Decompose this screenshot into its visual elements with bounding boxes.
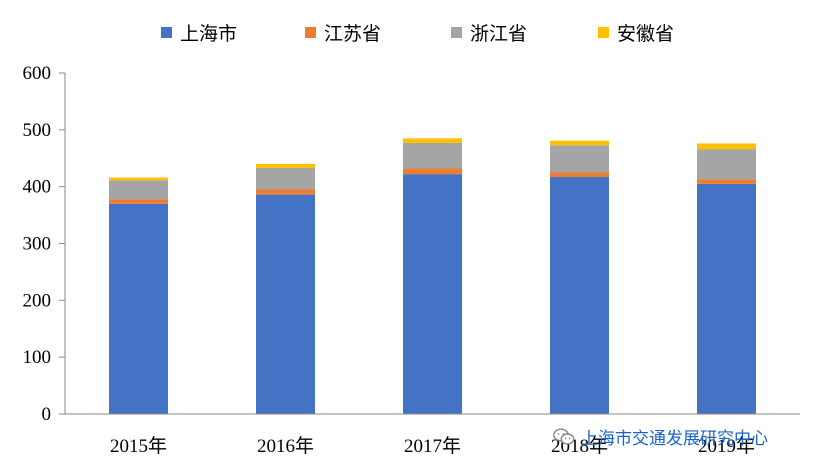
bar-segment <box>256 163 315 168</box>
bar-segment <box>697 143 756 150</box>
y-tick-label: 300 <box>23 234 52 255</box>
bar-segment <box>403 138 462 143</box>
bar-segment <box>109 203 168 414</box>
legend-swatch <box>451 27 462 38</box>
legend-label: 江苏省 <box>324 23 381 45</box>
bar-segment <box>550 140 609 146</box>
watermark-text: 上海市交通发展研究中心 <box>581 429 768 449</box>
legend-swatch <box>161 27 172 38</box>
legend-label: 上海市 <box>180 23 237 45</box>
bar-segment <box>256 167 315 190</box>
x-tick-label: 2017年 <box>404 435 461 457</box>
bar-segment <box>403 168 462 175</box>
bar-segment <box>697 179 756 184</box>
wechat-icon <box>553 427 575 445</box>
bar-segment <box>550 145 609 173</box>
x-tick-label: 2015年 <box>110 435 167 457</box>
bar-segment <box>109 180 168 200</box>
bar-segment <box>697 149 756 180</box>
legend: 上海市 江苏省 浙江省 安徽省 <box>161 23 674 45</box>
y-tick-label: 600 <box>23 63 52 84</box>
bar-segment <box>697 183 756 414</box>
legend-label: 安徽省 <box>617 23 674 45</box>
x-tick-label: 2019年 <box>698 435 755 457</box>
bar-segment <box>256 194 315 414</box>
x-tick-label: 2016年 <box>257 435 314 457</box>
bar-segment <box>403 142 462 169</box>
y-tick-label: 0 <box>42 404 52 425</box>
bar-segment <box>256 189 315 195</box>
bar-segment <box>550 177 609 414</box>
bars <box>109 138 756 414</box>
y-tick-label: 400 <box>23 177 52 198</box>
bar-segment <box>403 174 462 414</box>
bar-segment <box>550 172 609 178</box>
y-tick-label: 100 <box>23 347 52 368</box>
watermark: 上海市交通发展研究中心 <box>553 424 768 449</box>
legend-swatch <box>305 27 316 38</box>
x-axis: 2015年 2016年 2017年 2018年 2019年 <box>65 413 800 457</box>
bar-segment <box>109 199 168 204</box>
y-tick-label: 500 <box>23 120 52 141</box>
y-tick-label: 200 <box>23 290 52 311</box>
legend-label: 浙江省 <box>470 23 527 45</box>
bar-segment <box>109 177 168 181</box>
y-axis: 0 100 200 300 400 500 600 <box>23 63 66 425</box>
legend-swatch <box>598 27 609 38</box>
